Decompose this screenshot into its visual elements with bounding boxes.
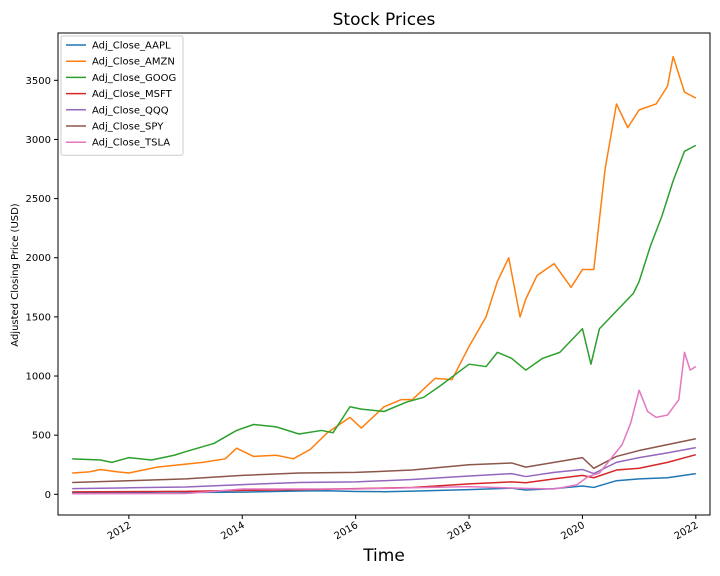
- x-axis-label: Time: [362, 546, 405, 566]
- legend-label-adj-close-spy: Adj_Close_SPY: [92, 122, 164, 133]
- legend: Adj_Close_AAPL Adj_Close_AMZN Adj_Close_GO…: [60, 35, 184, 156]
- plot-frame: [57, 32, 711, 516]
- legend-label-adj-close-goog: Adj_Close_GOOG: [92, 73, 176, 84]
- y-tick-label: 1500: [26, 312, 51, 323]
- y-tick-label: 3000: [26, 135, 51, 146]
- y-tick-label: 2500: [26, 194, 51, 205]
- series-line-adj-close-goog: [72, 144, 697, 464]
- y-axis-label: Adjusted Closing Price (USD): [10, 203, 21, 347]
- legend-label-adj-close-tsla: Adj_Close_TSLA: [92, 138, 170, 149]
- legend-label-adj-close-msft: Adj_Close_MSFT: [92, 89, 173, 100]
- legend-label-adj-close-amzn: Adj_Close_AMZN: [92, 57, 175, 68]
- series-line-adj-close-qqq: [72, 446, 696, 490]
- y-tick-label: 500: [32, 431, 51, 442]
- y-tick-label: 0: [45, 490, 51, 501]
- legend-label-adj-close-qqq: Adj_Close_QQQ: [92, 105, 169, 116]
- y-tick-label: 2000: [26, 253, 51, 264]
- legend-box: [60, 35, 184, 156]
- series-line-adj-close-tsla: [72, 351, 697, 495]
- chart-title: Stock Prices: [333, 10, 436, 30]
- series-line-adj-close-spy: [72, 437, 696, 484]
- y-tick-label: 1000: [26, 372, 51, 383]
- series-line-adj-close-amzn: [72, 55, 697, 474]
- legend-label-adj-close-aapl: Adj_Close_AAPL: [92, 41, 171, 52]
- y-tick-label: 3500: [26, 76, 51, 87]
- series-lines: [72, 55, 697, 495]
